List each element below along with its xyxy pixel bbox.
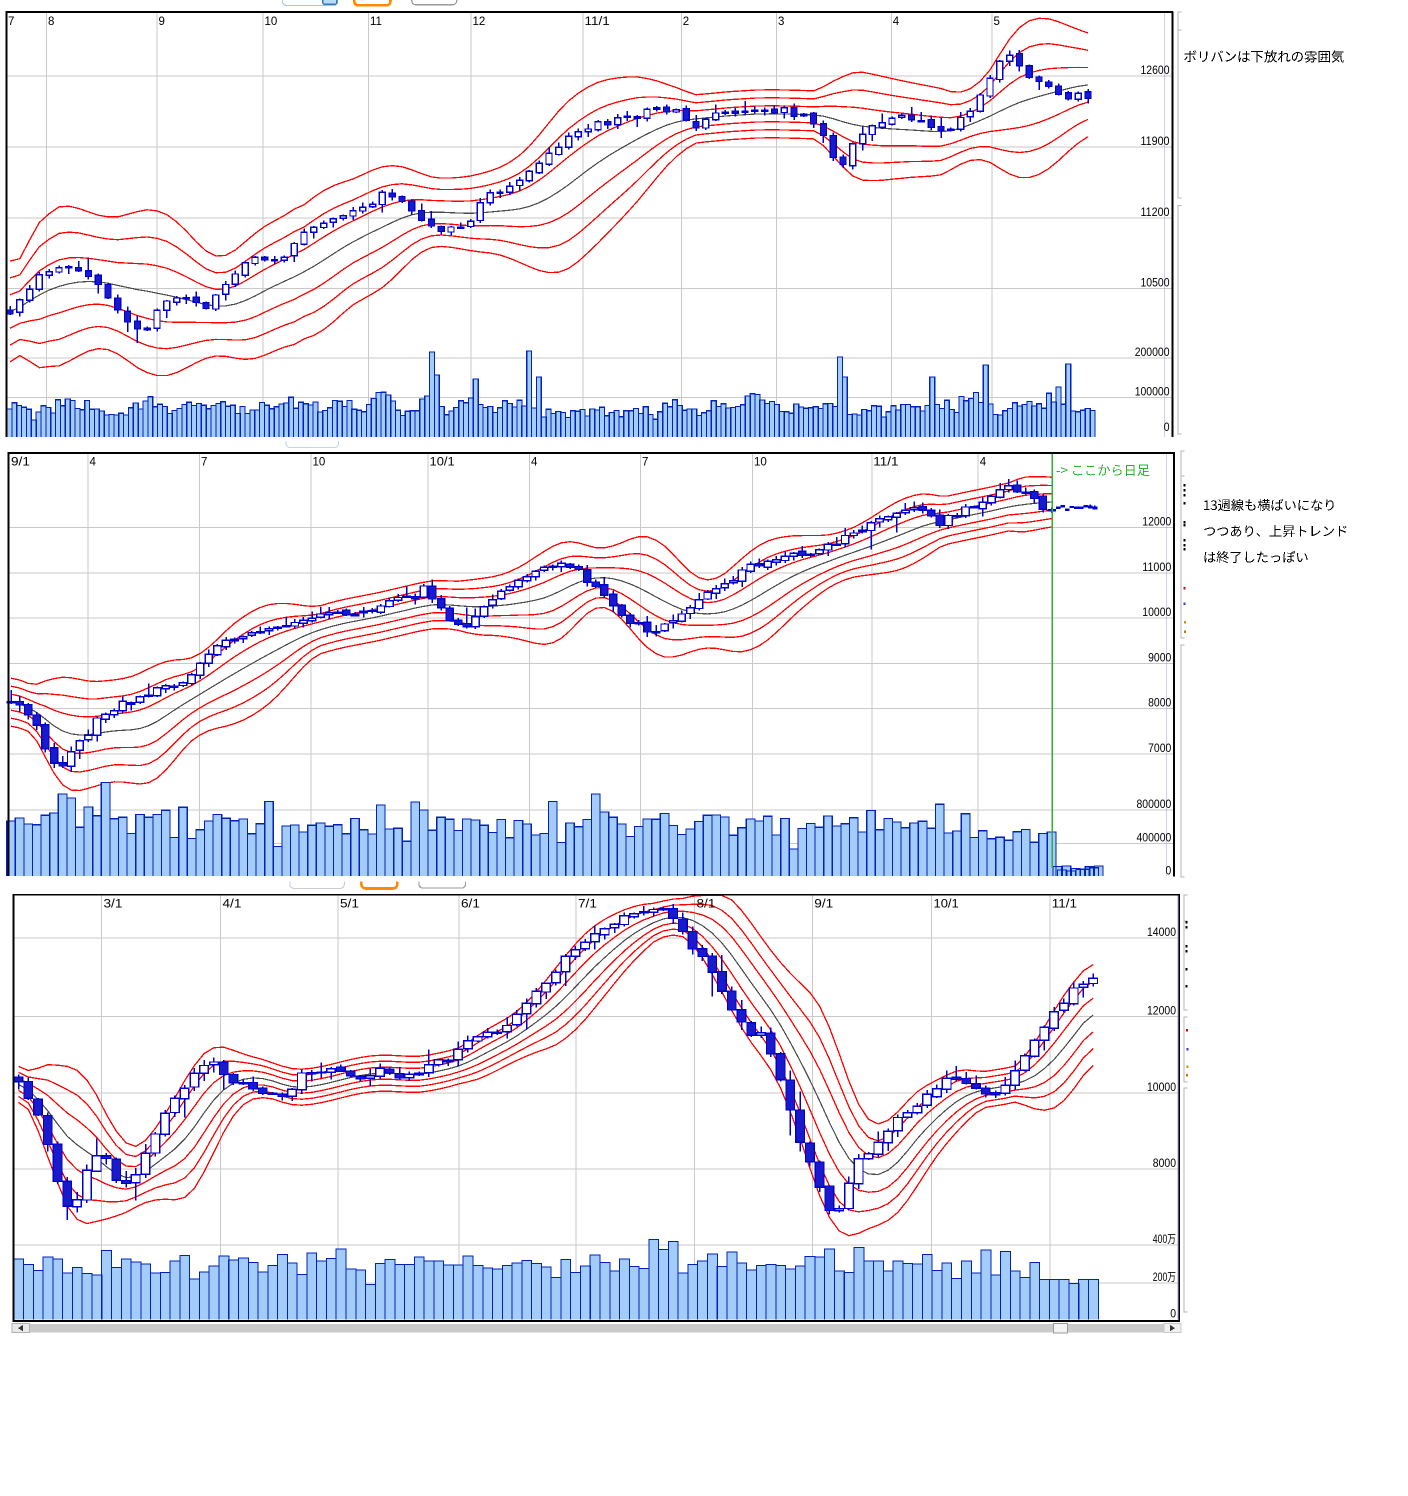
svg-text:4: 4 — [531, 457, 538, 469]
svg-text:12000: 12000 — [1147, 1005, 1176, 1017]
svg-text:12: 12 — [473, 16, 486, 28]
svg-text:8000: 8000 — [1153, 1158, 1176, 1170]
svg-text:2: 2 — [683, 16, 689, 28]
svg-text:200000: 200000 — [1135, 347, 1170, 359]
svg-text:6/1: 6/1 — [461, 899, 480, 911]
svg-text:0: 0 — [1166, 866, 1172, 878]
svg-text:10: 10 — [313, 457, 326, 469]
svg-text:400万: 400万 — [1153, 1234, 1176, 1246]
svg-text:10000: 10000 — [1147, 1082, 1176, 1094]
svg-text:10500: 10500 — [1141, 278, 1170, 290]
svg-text:7: 7 — [201, 457, 207, 469]
svg-text:11900: 11900 — [1141, 136, 1170, 148]
svg-text:4: 4 — [980, 457, 987, 469]
svg-text:0: 0 — [1170, 1309, 1176, 1321]
svg-text:8000: 8000 — [1148, 698, 1171, 710]
svg-text:14000: 14000 — [1147, 927, 1176, 939]
svg-text:5/1: 5/1 — [340, 899, 359, 911]
svg-text:11: 11 — [370, 16, 382, 28]
svg-text:3: 3 — [778, 16, 784, 28]
svg-text:5: 5 — [994, 16, 1000, 28]
svg-text:3/1: 3/1 — [104, 899, 123, 911]
svg-text:400000: 400000 — [1137, 833, 1172, 845]
svg-text:11/1: 11/1 — [585, 16, 610, 28]
svg-text:10: 10 — [754, 457, 767, 469]
svg-text:4: 4 — [893, 16, 900, 28]
svg-text:100000: 100000 — [1135, 387, 1170, 399]
svg-text:9/1: 9/1 — [814, 899, 833, 911]
svg-text:7: 7 — [8, 16, 14, 28]
svg-text:9000: 9000 — [1148, 652, 1171, 664]
svg-text:10/1: 10/1 — [934, 899, 959, 911]
svg-text:12000: 12000 — [1142, 517, 1171, 529]
svg-text:800000: 800000 — [1137, 799, 1172, 811]
svg-text:8/1: 8/1 — [697, 899, 716, 911]
svg-text:11000: 11000 — [1142, 562, 1171, 574]
svg-text:7000: 7000 — [1148, 743, 1171, 755]
svg-text:11/1: 11/1 — [1052, 899, 1077, 911]
svg-text:10000: 10000 — [1142, 607, 1171, 619]
svg-text:4/1: 4/1 — [223, 899, 242, 911]
svg-text:10/1: 10/1 — [430, 457, 455, 469]
svg-text:200万: 200万 — [1153, 1272, 1176, 1284]
svg-text:9/1: 9/1 — [11, 457, 30, 469]
svg-text:7: 7 — [642, 457, 648, 469]
svg-text:8: 8 — [48, 16, 54, 28]
svg-text:11200: 11200 — [1141, 207, 1170, 219]
svg-text:10: 10 — [265, 16, 278, 28]
svg-text:9: 9 — [159, 16, 165, 28]
svg-text:7/1: 7/1 — [578, 899, 597, 911]
svg-text:4: 4 — [90, 457, 97, 469]
svg-text:0: 0 — [1164, 422, 1170, 434]
svg-text:12600: 12600 — [1141, 65, 1170, 77]
svg-text:11/1: 11/1 — [873, 457, 898, 469]
